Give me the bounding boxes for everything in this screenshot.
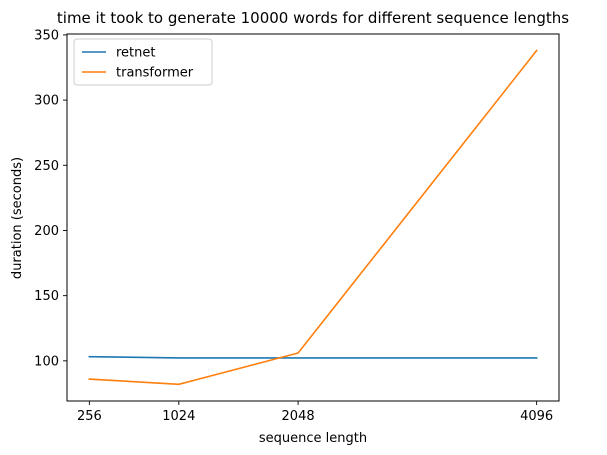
x-axis-label: sequence length: [259, 431, 367, 446]
plot-frame: [66, 33, 560, 402]
series-line-retnet: [88, 355, 538, 359]
x-tick-label: 2048: [282, 409, 315, 424]
plot-area: 256 1024 2048 4096 100 150 200 250 300 350 retne…: [34, 28, 560, 424]
x-axis-ticks: 256 1024 2048 4096: [77, 401, 553, 424]
y-tick-label: 350: [34, 28, 59, 43]
legend: retnet transformer: [73, 38, 213, 86]
x-tick-label: 256: [77, 409, 102, 424]
y-tick-label: 100: [34, 354, 59, 369]
x-tick-label: 1024: [162, 409, 195, 424]
series-line-transformer: [88, 49, 538, 386]
chart-title: time it took to generate 10000 words for…: [57, 9, 569, 27]
y-tick-label: 250: [34, 159, 59, 174]
series-layer: [88, 49, 538, 386]
y-axis-label: duration (seconds): [10, 157, 25, 279]
x-tick-label: 4096: [520, 409, 553, 424]
y-tick-label: 150: [34, 289, 59, 304]
legend-label-transformer: transformer: [116, 66, 194, 81]
legend-label-retnet: retnet: [116, 46, 156, 61]
y-tick-label: 200: [34, 224, 59, 239]
legend-box: [73, 38, 213, 86]
y-tick-label: 300: [34, 94, 59, 109]
y-axis-ticks: 100 150 200 250 300 350: [34, 28, 67, 369]
